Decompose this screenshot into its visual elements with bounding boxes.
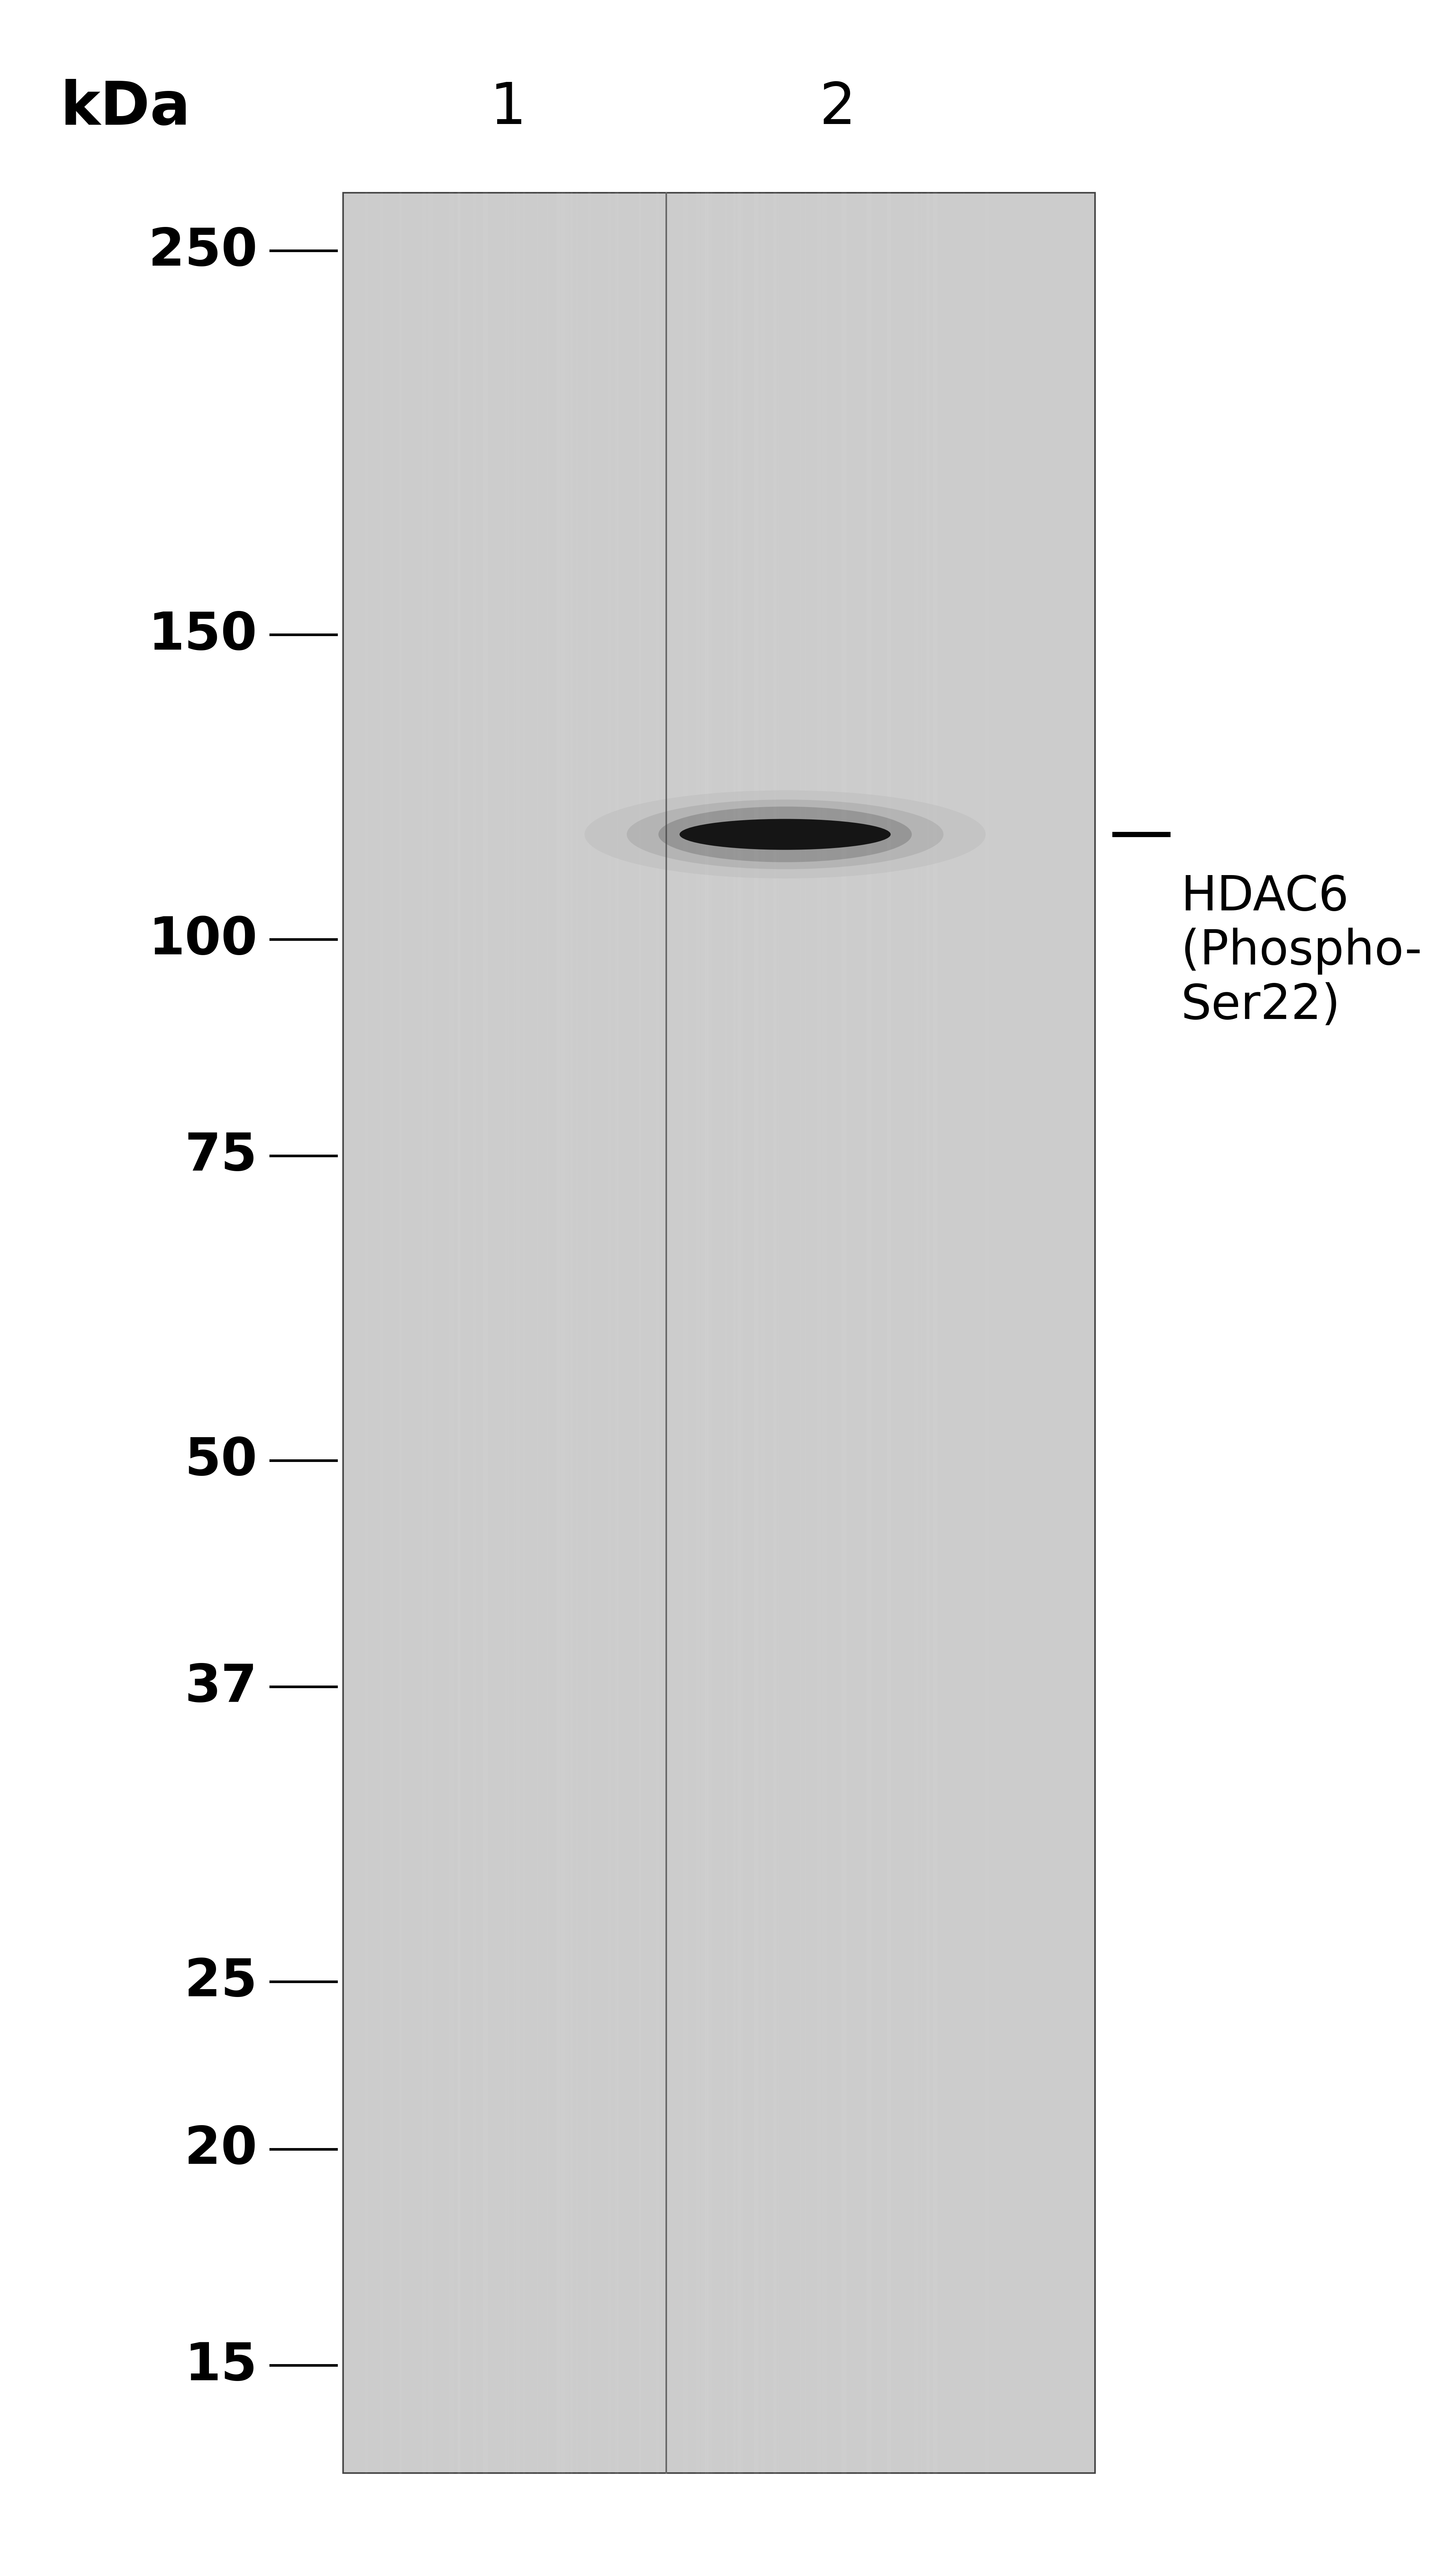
Bar — [343, 193, 1095, 2473]
Text: 20: 20 — [185, 2123, 257, 2174]
Text: kDa: kDa — [61, 80, 190, 137]
Text: 150: 150 — [149, 611, 257, 659]
Ellipse shape — [680, 819, 890, 850]
Text: 250: 250 — [149, 227, 257, 276]
Text: 2: 2 — [820, 80, 856, 137]
Text: 15: 15 — [185, 2339, 257, 2391]
Text: 1: 1 — [489, 80, 527, 137]
Text: 25: 25 — [185, 1955, 257, 2007]
Ellipse shape — [658, 806, 912, 863]
Text: 100: 100 — [149, 914, 257, 966]
Text: 50: 50 — [185, 1435, 257, 1486]
Ellipse shape — [626, 801, 944, 871]
Text: HDAC6
(Phospho-
Ser22): HDAC6 (Phospho- Ser22) — [1180, 873, 1421, 1028]
Ellipse shape — [584, 791, 986, 878]
Text: 37: 37 — [185, 1662, 257, 1713]
Text: 75: 75 — [185, 1131, 257, 1182]
